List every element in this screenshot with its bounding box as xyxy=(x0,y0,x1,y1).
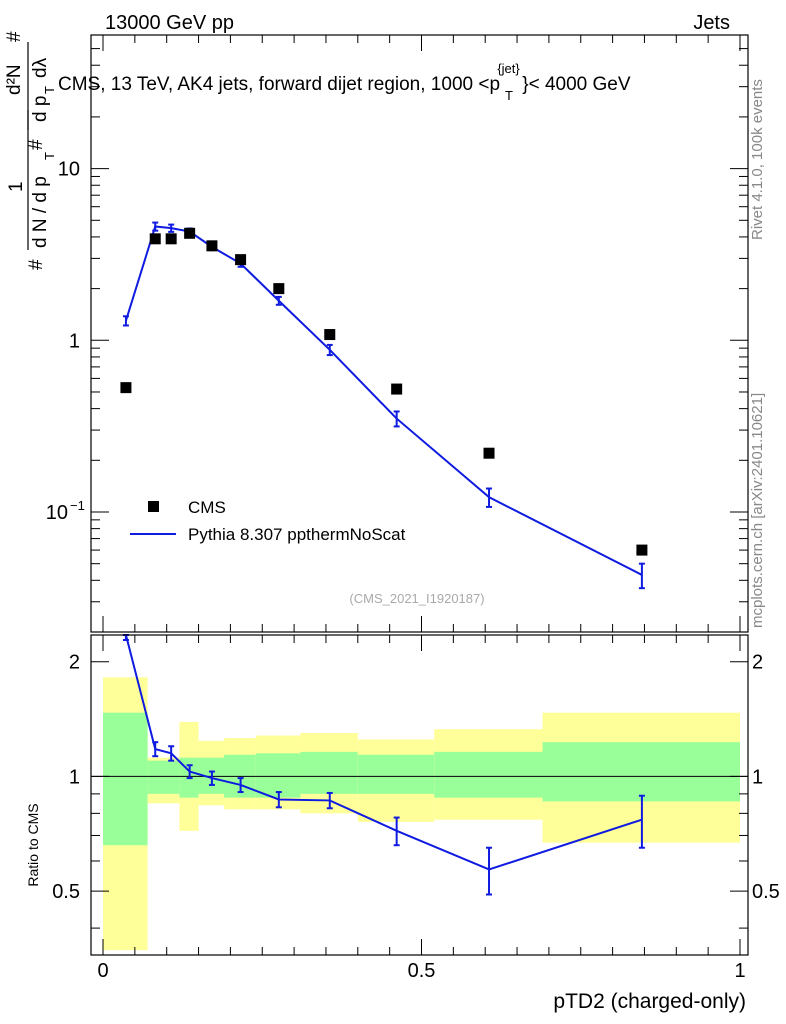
rivet-label: Rivet 4.1.0, 100k events xyxy=(749,79,766,240)
ratio-ytick-label-left-1: 1 xyxy=(69,766,80,788)
title-sub: T xyxy=(505,88,513,103)
ylabel-dn-dpt: d N / d p xyxy=(30,176,51,248)
legend-data-marker xyxy=(148,501,159,512)
ratio-bands xyxy=(103,677,740,951)
main-ytick-exp-0: −1 xyxy=(70,498,85,513)
main-ytick-label-1: 1 xyxy=(69,330,80,352)
main-frame xyxy=(90,34,749,633)
cms-point-7 xyxy=(324,329,336,341)
cms-point-4 xyxy=(206,240,218,252)
cms-point-0 xyxy=(120,382,132,394)
ratio-ytick-label-right-1: 1 xyxy=(752,766,763,788)
plot-title: CMS, 13 TeV, AK4 jets, forward dijet reg… xyxy=(58,57,631,105)
ratio-band-inner-7 xyxy=(357,754,435,794)
ratio-band-inner-8 xyxy=(434,751,543,798)
title-sup: {jet} xyxy=(497,61,520,76)
main-ytick-label-0: 10 xyxy=(46,502,68,524)
ratio-ytick-label-right-0: 0.5 xyxy=(752,881,780,903)
ylabel-hash2: # xyxy=(26,139,47,150)
x-axis-label: pTD2 (charged-only) xyxy=(553,990,746,1013)
cms-point-5 xyxy=(235,254,247,266)
legend: CMS Pythia 8.307 ppthermNoScat xyxy=(130,498,406,544)
cms-point-2 xyxy=(165,233,177,245)
ylabel-hash3: # xyxy=(4,31,25,42)
ratio-ytick-label-left-0: 0.5 xyxy=(52,881,80,903)
ratio-band-inner-9 xyxy=(542,742,740,802)
cms-point-10 xyxy=(636,544,648,556)
ratio-ylabel: Ratio to CMS xyxy=(25,803,41,886)
mcplots-label: mcplots.cern.ch [arXiv:2401.10621] xyxy=(749,393,766,628)
main-ylabel: # 1 d N / d p T # d²N d p T dλ # xyxy=(4,31,57,270)
legend-mc-label: Pythia 8.307 ppthermNoScat xyxy=(188,525,406,544)
ratio-ytick-label-left-2: 2 xyxy=(69,652,80,674)
title-tail: }< 4000 GeV xyxy=(522,74,631,95)
cms-point-6 xyxy=(273,283,285,295)
ratio-frame xyxy=(90,634,749,956)
header-category: Jets xyxy=(693,12,730,34)
cms-point-3 xyxy=(184,227,196,239)
main-plot-layer xyxy=(120,221,648,590)
ylabel-dp: d p xyxy=(30,96,51,122)
ylabel-one: 1 xyxy=(6,181,27,192)
analysis-watermark: (CMS_2021_I1920187) xyxy=(349,591,484,606)
ratio-ytick-label-right-2: 2 xyxy=(752,652,763,674)
main-ytick-label-2: 10 xyxy=(58,159,80,181)
cms-point-8 xyxy=(391,383,403,395)
ratio-band-inner-5 xyxy=(255,753,301,798)
x-tick-label-1: 0.5 xyxy=(408,960,436,982)
mc-line xyxy=(124,225,643,576)
cms-point-9 xyxy=(483,447,495,459)
ratio-band-inner-6 xyxy=(300,751,358,794)
ylabel-dlambda: dλ xyxy=(30,57,51,78)
x-tick-label-2: 1 xyxy=(734,960,745,982)
ylabel-d2n: d²N xyxy=(4,64,25,95)
ylabel-hash1: # xyxy=(26,259,47,270)
header-process: 13000 GeV pp xyxy=(105,12,234,34)
cms-point-1 xyxy=(149,233,161,245)
ratio-band-inner-0 xyxy=(103,712,148,846)
ylabel-t2: T xyxy=(42,86,57,94)
legend-data-label: CMS xyxy=(188,498,226,517)
ratio-band-inner-1 xyxy=(147,760,180,794)
title-main: CMS, 13 TeV, AK4 jets, forward dijet reg… xyxy=(58,74,500,95)
ylabel-t1: T xyxy=(42,152,57,160)
x-tick-label-0: 0 xyxy=(97,960,108,982)
ratio-plot-layer xyxy=(91,634,748,896)
